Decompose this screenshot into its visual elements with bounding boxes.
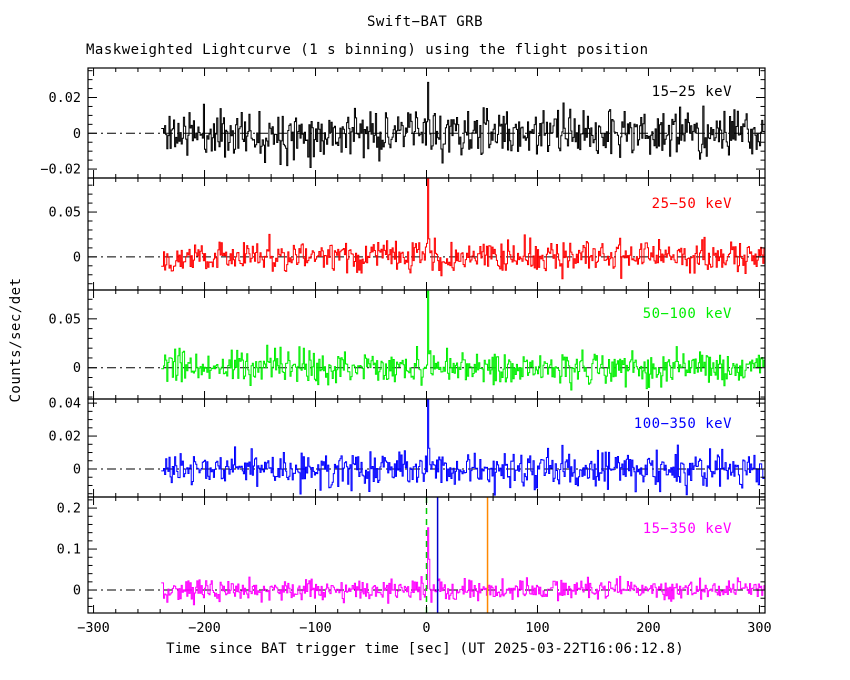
y-tick-label: 0 xyxy=(73,126,81,142)
y-tick-label: 0.04 xyxy=(48,396,81,412)
x-axis-label: Time since BAT trigger time [sec] (UT 20… xyxy=(166,641,684,657)
legend-label-100-350-kev: 100−350 keV xyxy=(633,416,732,432)
panel-4: 0 0.1 0.2 xyxy=(57,496,766,614)
y-axis-label: Counts/sec/det xyxy=(8,277,24,403)
y-tick-label: 0.1 xyxy=(57,542,81,558)
legend-label-15-350-kev: 15−350 keV xyxy=(642,521,732,537)
legend-label-25-50-kev: 25−50 keV xyxy=(651,196,732,212)
x-tick-label: 300 xyxy=(747,620,771,636)
x-tick-label: −200 xyxy=(188,620,221,636)
y-tick-label: 0.02 xyxy=(48,429,81,445)
trace-100-350-kev xyxy=(161,399,765,496)
x-tick-label: 0 xyxy=(422,620,430,636)
y-tick-label: 0 xyxy=(73,583,81,599)
x-tick-label: 100 xyxy=(525,620,549,636)
trace-15-350-kev xyxy=(161,527,765,606)
x-tick-label: 200 xyxy=(636,620,660,636)
panel-1: 00.05 xyxy=(48,177,766,291)
x-tick-label: −300 xyxy=(77,620,110,636)
y-tick-label: 0.05 xyxy=(48,311,81,327)
figure-subtitle: Maskweighted Lightcurve (1 s binning) us… xyxy=(86,42,649,58)
panel-3: 0 0.02 0.04 xyxy=(48,396,766,498)
panel-frame xyxy=(87,177,766,291)
y-tick-label: 0.02 xyxy=(48,90,81,106)
trace-50-100-kev xyxy=(161,290,765,391)
y-tick-label: 0 xyxy=(73,462,81,478)
panel-frame xyxy=(87,398,766,498)
y-tick-label: −0.02 xyxy=(40,162,81,178)
y-tick-label: 0.05 xyxy=(48,205,81,221)
y-tick-label: 0.2 xyxy=(57,501,81,517)
trace-25-50-kev xyxy=(161,178,765,280)
y-tick-label: 0 xyxy=(73,360,81,376)
figure-title: Swift−BAT GRB xyxy=(366,14,484,30)
x-tick-label: −100 xyxy=(299,620,332,636)
y-tick-label: 0 xyxy=(73,249,81,265)
trace-15-25-kev xyxy=(161,81,765,168)
legend-label-15-25-kev: 15−25 keV xyxy=(651,84,732,100)
legend-label-50-100-kev: 50−100 keV xyxy=(642,306,732,322)
